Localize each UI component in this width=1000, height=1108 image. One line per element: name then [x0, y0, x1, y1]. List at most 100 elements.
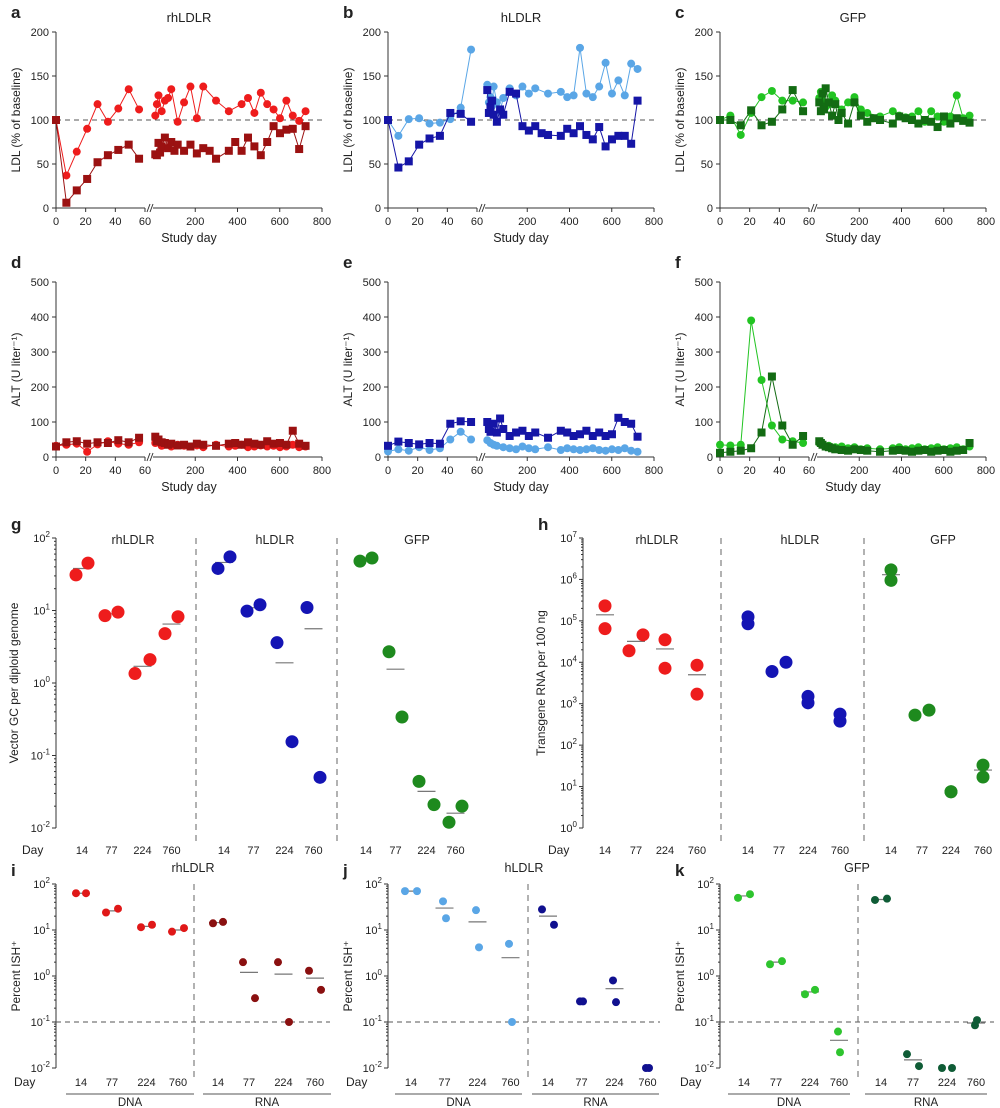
- day-tick-label: 14: [738, 1077, 750, 1089]
- data-point: [425, 446, 434, 454]
- data-point: [62, 198, 71, 207]
- day-tick-label: 77: [243, 1077, 255, 1089]
- data-point: [512, 89, 521, 98]
- data-point: [244, 94, 253, 102]
- data-point: [601, 432, 610, 440]
- data-point: [627, 139, 636, 148]
- data-point: [186, 82, 195, 91]
- data-point: [492, 441, 501, 450]
- data-point: [505, 444, 514, 453]
- data-point: [544, 433, 553, 442]
- x-tick-label: 60: [139, 216, 151, 228]
- data-point: [614, 446, 623, 454]
- panel-title: GFP: [840, 10, 867, 25]
- y-tick-label: 103: [560, 696, 577, 711]
- data-point: [52, 442, 60, 451]
- data-point: [492, 428, 501, 437]
- x-tick-label: 60: [471, 465, 483, 477]
- day-tick-label: 77: [630, 845, 642, 857]
- y-tick-label: 10-1: [31, 748, 51, 763]
- data-point: [844, 446, 853, 455]
- series-circle: [384, 427, 642, 456]
- data-point: [946, 447, 955, 456]
- data-point: [114, 904, 122, 913]
- data-point: [524, 126, 533, 135]
- data-point: [946, 119, 955, 128]
- y-tick-label: 100: [33, 968, 50, 983]
- data-point: [489, 82, 498, 91]
- group-title: GFP: [404, 533, 430, 547]
- y-tick-label: 105: [560, 613, 577, 628]
- y-tick-label: 150: [31, 71, 49, 83]
- data-point: [544, 130, 553, 139]
- panel-j: 10-2 10-1 100 101 102 hLDLR j Day Percent ISH⁺ DN…: [341, 861, 660, 1108]
- data-point: [844, 98, 853, 107]
- day-tick-label: 14: [212, 1077, 224, 1089]
- x-tick-label: 40: [441, 216, 453, 228]
- day-tick-label: 760: [169, 1077, 187, 1089]
- data-point: [152, 100, 161, 109]
- data-point: [788, 96, 797, 105]
- data-point: [508, 1018, 516, 1026]
- data-point: [952, 446, 961, 455]
- data-point: [778, 435, 787, 444]
- data-point: [275, 114, 284, 123]
- data-point: [598, 622, 612, 636]
- data-point: [135, 433, 144, 442]
- data-point: [425, 134, 434, 143]
- x-tick-label: 200: [186, 465, 204, 477]
- data-point: [111, 605, 125, 619]
- day-tick-label: 77: [916, 845, 928, 857]
- data-point: [69, 568, 83, 582]
- data-point: [295, 145, 304, 154]
- x-tick-label: 20: [744, 465, 756, 477]
- day-tick-label: 224: [605, 1077, 623, 1089]
- data-point: [486, 427, 495, 436]
- data-point: [256, 88, 265, 97]
- data-point: [736, 446, 745, 455]
- data-point: [818, 89, 827, 98]
- data-point: [384, 116, 392, 124]
- data-point: [844, 119, 853, 128]
- data-point: [395, 710, 409, 724]
- data-point: [888, 107, 897, 116]
- x-tick-label: 20: [412, 465, 424, 477]
- y-tick-label: 100: [560, 820, 577, 835]
- data-point: [588, 432, 597, 440]
- data-point: [550, 920, 558, 929]
- x-axis-label: Study day: [161, 231, 217, 245]
- x-tick-label: 20: [80, 465, 92, 477]
- data-point: [636, 628, 650, 642]
- data-point: [927, 107, 936, 116]
- panel-letter: c: [675, 3, 684, 22]
- group-title: GFP: [930, 533, 956, 547]
- series-square: [52, 116, 310, 207]
- data-point: [192, 439, 201, 448]
- data-point: [747, 444, 756, 453]
- panel-g: 10-2 10-1 100 101 102 Day Vector GC per diploi…: [7, 515, 469, 857]
- data-point: [124, 438, 133, 447]
- data-point: [863, 446, 872, 455]
- data-point: [778, 957, 786, 966]
- y-tick-label: 0: [43, 452, 49, 464]
- data-point: [496, 105, 505, 114]
- y-tick-label: 300: [31, 347, 49, 359]
- data-point: [915, 1062, 923, 1071]
- data-point: [394, 445, 403, 454]
- day-tick-label: 224: [799, 845, 817, 857]
- y-axis-label: ALT (U liter⁻¹): [341, 333, 355, 407]
- data-point: [876, 447, 885, 456]
- data-point: [556, 426, 565, 435]
- y-tick-label: 400: [363, 312, 381, 324]
- day-tick-label: 77: [773, 845, 785, 857]
- day-tick-label: 77: [770, 1077, 782, 1089]
- data-point: [295, 116, 304, 125]
- data-point: [767, 372, 776, 381]
- y-tick-label: 102: [33, 876, 50, 891]
- data-point: [933, 446, 942, 455]
- data-point: [425, 439, 434, 447]
- x-tick-label: 800: [977, 465, 995, 477]
- data-point: [799, 107, 808, 116]
- x-tick-label: 60: [803, 465, 815, 477]
- series-circle: [52, 82, 310, 180]
